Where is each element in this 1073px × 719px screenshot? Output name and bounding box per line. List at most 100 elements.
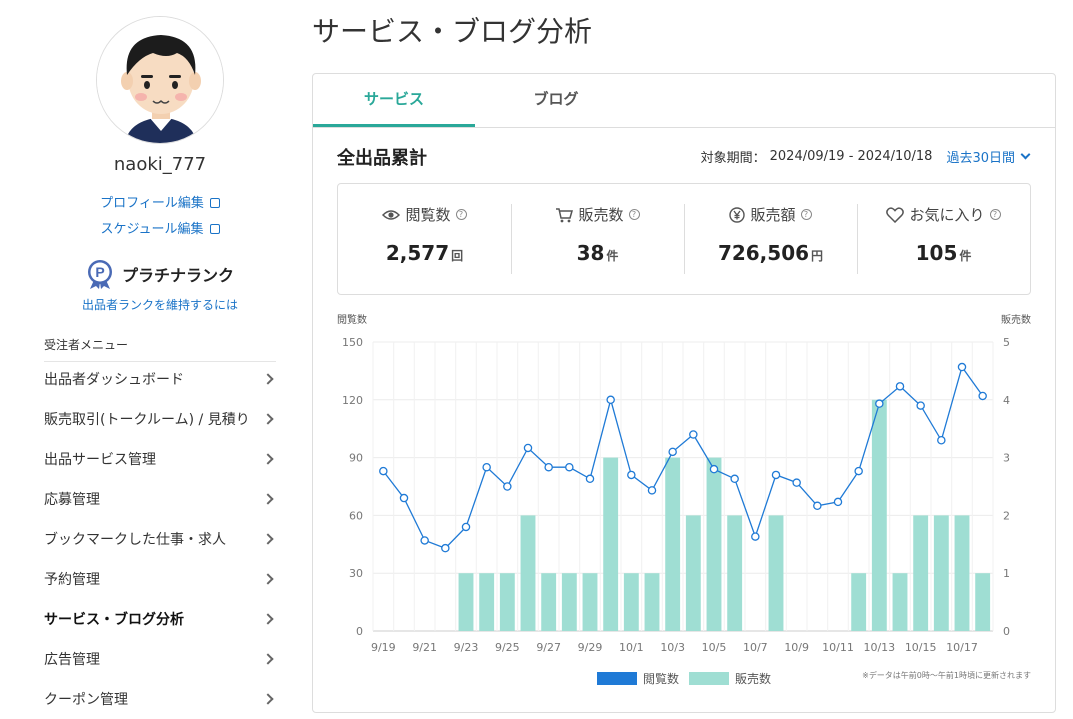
eye-icon: [382, 209, 401, 220]
sidebar-item[interactable]: 予約管理: [44, 559, 276, 599]
tab-blog[interactable]: ブログ: [533, 90, 579, 108]
sidebar-item[interactable]: 応募管理: [44, 479, 276, 519]
stat-sales-count: 販売数 ? 38 件: [511, 184, 684, 294]
sidebar-item-label: 出品者ダッシュボード: [44, 372, 184, 388]
chart-bar: [644, 573, 660, 631]
sidebar-item[interactable]: サービス・ブログ分析: [44, 599, 276, 639]
sidebar-item[interactable]: 販売取引(トークルーム) / 見積り: [44, 399, 276, 439]
rank-label: プラチナランク: [122, 266, 235, 285]
left-tick-label: 120: [342, 394, 363, 407]
period-label: 対象期間：: [700, 151, 766, 166]
help-icon[interactable]: ?: [628, 209, 640, 220]
menu-title: 受注者メニュー: [44, 336, 276, 362]
chart-point: [709, 464, 719, 474]
tab-bar: サービス ブログ: [313, 74, 1055, 128]
tab-service[interactable]: サービス: [313, 74, 475, 127]
chart-bar: [933, 515, 949, 631]
sidebar-item-label: 応募管理: [44, 492, 100, 508]
chart-point: [585, 474, 595, 484]
x-tick-label: 10/7: [743, 641, 768, 654]
x-tick-label: 9/27: [536, 641, 561, 654]
chart-point: [751, 532, 760, 541]
avatar[interactable]: [96, 16, 224, 144]
chart-point: [627, 470, 636, 480]
legend-swatch-views: [597, 672, 637, 685]
legend-swatch-sales: [689, 672, 729, 685]
chart-point: [813, 501, 822, 511]
chart-bar: [520, 515, 536, 631]
schedule-edit-link[interactable]: スケジュール編集: [0, 218, 320, 237]
help-icon[interactable]: ?: [800, 209, 812, 220]
chart-point: [523, 443, 533, 453]
chart-bar: [561, 573, 577, 631]
left-tick-label: 90: [349, 452, 363, 465]
chart-point: [420, 536, 429, 545]
x-tick-label: 10/15: [905, 641, 937, 654]
right-axis-label: 販売数: [1001, 313, 1031, 326]
legend-label-views: 閲覧数: [643, 671, 679, 686]
sidebar-item-label: サービス・ブログ分析: [44, 612, 184, 628]
chart-point: [916, 401, 925, 410]
x-tick-label: 9/23: [454, 641, 479, 654]
stat-views-label: 閲覧数: [405, 206, 451, 224]
right-tick-label: 4: [1003, 394, 1010, 407]
chart-point: [565, 462, 574, 472]
stat-sales-count-value: 38: [576, 241, 605, 265]
x-tick-label: 10/11: [822, 641, 854, 654]
section-title: 全出品累計: [337, 148, 427, 169]
schedule-edit-label: スケジュール編集: [100, 222, 204, 237]
chevron-right-icon: [262, 653, 274, 665]
right-tick-label: 5: [1003, 336, 1010, 349]
legend-label-sales: 販売数: [735, 671, 771, 686]
analytics-panel: サービス ブログ 全出品累計 対象期間： 2024/09/19 - 2024/1…: [312, 73, 1056, 713]
left-tick-label: 60: [349, 509, 363, 522]
chart-point: [379, 466, 388, 476]
chart-point: [461, 522, 471, 532]
help-icon[interactable]: ?: [455, 209, 467, 220]
sidebar-item-label: 広告管理: [44, 652, 100, 668]
x-tick-label: 9/25: [495, 641, 520, 654]
chart-point: [978, 391, 987, 401]
chart-point: [833, 497, 843, 507]
chart-point: [771, 470, 781, 480]
chart-line: [382, 365, 984, 549]
sidebar-item[interactable]: 出品サービス管理: [44, 439, 276, 479]
stat-favorites-label: お気に入り: [909, 206, 985, 224]
rank-maintain-link[interactable]: 出品者ランクを維持するには: [81, 298, 238, 312]
chart-bar: [768, 515, 784, 631]
stat-views-unit: 回: [451, 249, 464, 263]
period-range-dropdown[interactable]: 過去30日間: [946, 147, 1031, 166]
stat-sales-count-unit: 件: [606, 249, 619, 263]
chevron-right-icon: [262, 533, 274, 545]
sidebar-item[interactable]: クーポン管理: [44, 679, 276, 719]
sidebar-item[interactable]: ブックマークした仕事・求人: [44, 519, 276, 559]
heart-icon: [886, 206, 905, 223]
x-tick-label: 9/19: [371, 641, 396, 654]
chevron-right-icon: [262, 453, 274, 465]
chart-bar: [851, 573, 867, 631]
profile-edit-link[interactable]: プロフィール編集: [0, 192, 320, 211]
seller-menu: 出品者ダッシュボード販売取引(トークルーム) / 見積り 出品サービス管理応募管理…: [44, 359, 276, 719]
rank-badge: P プラチナランク: [84, 258, 234, 290]
chart-point: [441, 543, 450, 553]
help-icon[interactable]: ?: [989, 209, 1001, 220]
sidebar-item[interactable]: 出品者ダッシュボード: [44, 359, 276, 399]
chevron-right-icon: [262, 573, 274, 585]
chart-point: [957, 362, 967, 372]
profile-edit-label: プロフィール編集: [100, 196, 204, 211]
stat-sales-amount: 販売額 ? 726,506 円: [684, 184, 857, 294]
sidebar-item-label: ブックマークした仕事・求人: [44, 532, 226, 548]
period-range-label: 過去30日間: [946, 151, 1015, 166]
sidebar-item[interactable]: 広告管理: [44, 639, 276, 679]
period: 対象期間： 2024/09/19 - 2024/10/18 過去30日間: [700, 147, 1031, 166]
chart-bar: [458, 573, 474, 631]
chevron-right-icon: [262, 493, 274, 505]
chart-point: [668, 447, 677, 457]
stat-favorites-unit: 件: [959, 249, 972, 263]
chart-bar: [975, 573, 991, 631]
chart-bar: [913, 515, 929, 631]
left-axis-label: 閲覧数: [337, 313, 367, 326]
chart-bar: [499, 573, 515, 631]
stat-favorites: お気に入り ? 105 件: [857, 184, 1030, 294]
